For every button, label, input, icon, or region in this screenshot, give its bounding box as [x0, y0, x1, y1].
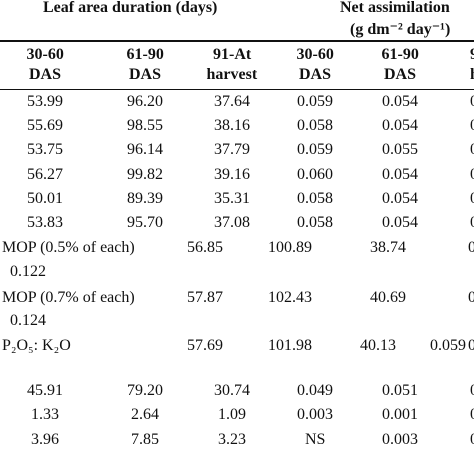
cell: 0.059	[430, 337, 466, 354]
cell: 0.051	[382, 382, 418, 399]
cell: 101.98	[268, 337, 312, 354]
cell: 98.55	[127, 117, 163, 134]
column-header: DAS	[29, 66, 62, 83]
cell: 0	[468, 289, 474, 306]
cell: 0.055	[382, 141, 418, 158]
cell: P₂O₅: K₂O	[2, 337, 71, 354]
cell: 40.13	[360, 337, 396, 354]
cell: 39.16	[214, 166, 250, 183]
cell: 1.33	[31, 406, 59, 423]
cell: 40.69	[370, 289, 406, 306]
column-header: 61-90	[126, 46, 164, 63]
cell: 99.82	[127, 166, 163, 183]
cell: 35.31	[214, 190, 250, 207]
cell: 0.001	[382, 406, 418, 423]
cell: 0.003	[382, 431, 418, 448]
cell: 89.39	[127, 190, 163, 207]
cell: 0	[470, 214, 474, 231]
cell: 0	[470, 431, 474, 448]
column-header: 30-60	[26, 46, 64, 63]
cell: 30.74	[214, 382, 250, 399]
cell: 0.124	[10, 312, 46, 329]
cell: 0	[470, 406, 474, 423]
column-header: DAS	[129, 66, 162, 83]
cell: 37.79	[214, 141, 250, 158]
cell: 79.20	[127, 382, 163, 399]
cell: 102.43	[268, 289, 312, 306]
cell: 37.64	[214, 93, 250, 110]
cell: 96.14	[127, 141, 163, 158]
cell: 38.16	[214, 117, 250, 134]
group-header: Leaf area duration (days)	[43, 0, 218, 16]
cell: 56.27	[27, 166, 63, 183]
cell: 0.054	[382, 166, 418, 183]
cell: 0.003	[297, 406, 333, 423]
rule	[0, 89, 474, 90]
cell: 0	[470, 382, 474, 399]
cell: 0	[468, 337, 474, 354]
cell: 3.23	[218, 431, 246, 448]
rule	[0, 40, 474, 42]
cell: 37.08	[214, 214, 250, 231]
cell: 3.96	[31, 431, 59, 448]
column-header: DAS	[299, 66, 332, 83]
cell: 0	[470, 141, 474, 158]
cell: 0.059	[297, 93, 333, 110]
column-header: harvest	[470, 66, 474, 84]
cell: 45.91	[27, 382, 63, 399]
cell: 56.85	[187, 239, 223, 256]
cell: 96.20	[127, 93, 163, 110]
cell: 0.054	[382, 190, 418, 207]
cell: 0	[470, 166, 474, 183]
cell: 100.89	[268, 239, 312, 256]
cell: 0	[470, 190, 474, 207]
cell: 0.122	[10, 263, 46, 280]
cell: 53.83	[27, 214, 63, 231]
cell: 0.060	[297, 166, 333, 183]
group-header: Net assimilation	[340, 0, 450, 16]
cell: 0.058	[297, 190, 333, 207]
cell: 0.058	[297, 214, 333, 231]
cell: 50.01	[27, 190, 63, 207]
cell: 95.70	[127, 214, 163, 231]
cell: 55.69	[27, 117, 63, 134]
cell: MOP (0.5% of each)	[2, 239, 135, 256]
cell: 57.87	[187, 289, 223, 306]
column-header: 91-At	[470, 46, 474, 63]
column-header: 61-90	[381, 46, 419, 63]
cell: 0.054	[382, 214, 418, 231]
cell: MOP (0.7% of each)	[2, 289, 135, 306]
cell: 57.69	[187, 337, 223, 354]
cell: 0.054	[382, 93, 418, 110]
column-header: harvest	[206, 66, 258, 83]
cell: 1.09	[218, 406, 246, 423]
cell: 38.74	[370, 239, 406, 256]
cell: 0.059	[297, 141, 333, 158]
cell: 7.85	[131, 431, 159, 448]
cell: 0	[470, 93, 474, 110]
column-header: DAS	[384, 66, 417, 83]
cell: 0	[470, 117, 474, 134]
column-header: 30-60	[296, 46, 334, 63]
group-header: (g dm⁻² day⁻¹)	[350, 21, 451, 38]
cell: 0.058	[297, 117, 333, 134]
cell: 53.99	[27, 93, 63, 110]
cell: 0	[468, 239, 474, 256]
cell: 53.75	[27, 141, 63, 158]
column-header: 91-At	[213, 46, 252, 63]
cell: 2.64	[131, 406, 159, 423]
cell: 0.054	[382, 117, 418, 134]
cell: 0.049	[297, 382, 333, 399]
cell: NS	[305, 431, 326, 448]
